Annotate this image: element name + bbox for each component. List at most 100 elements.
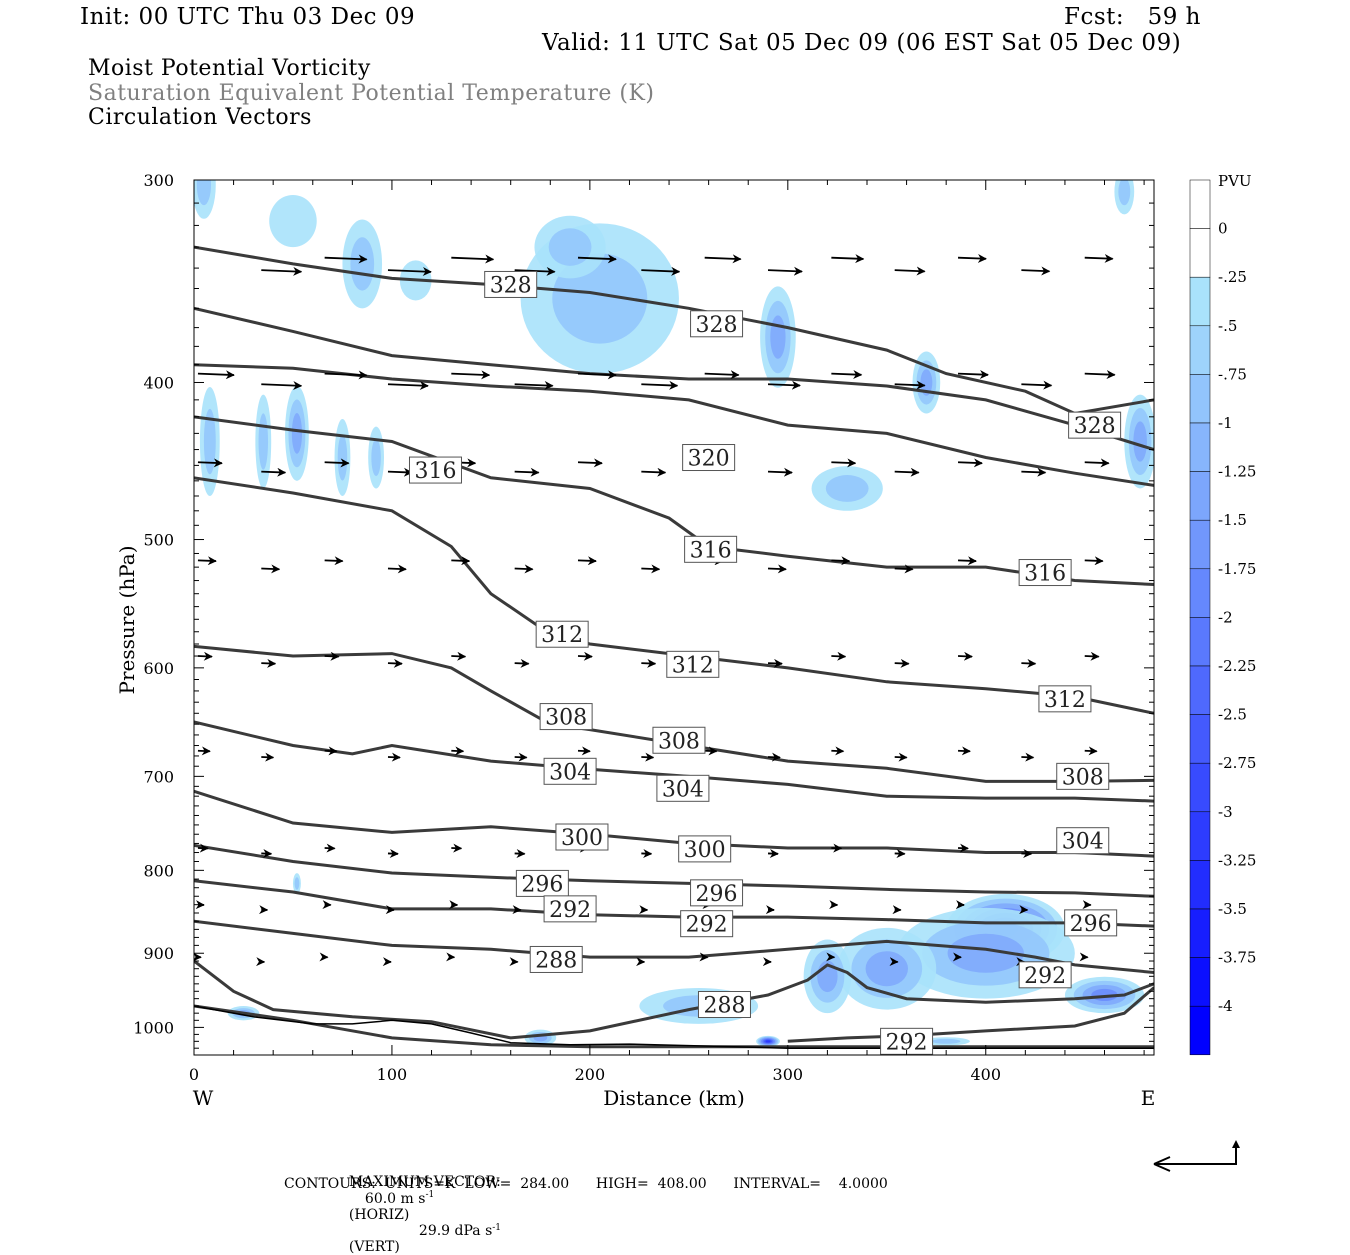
svg-text:292: 292 xyxy=(549,898,591,923)
circulation-vector xyxy=(261,663,275,664)
svg-text:304: 304 xyxy=(662,777,704,802)
contour-label: 328 xyxy=(485,271,537,298)
contour-label: 300 xyxy=(556,824,608,851)
colorbar-label: -.75 xyxy=(1218,365,1247,383)
svg-text:328: 328 xyxy=(696,313,738,338)
pv-region-9 xyxy=(259,413,269,469)
svg-text:316: 316 xyxy=(690,538,732,563)
circulation-vector xyxy=(198,560,216,561)
pv-region-18 xyxy=(866,951,908,986)
contour-label: 300 xyxy=(679,836,731,863)
pv-region-15 xyxy=(1133,421,1147,461)
colorbar-label: -3.75 xyxy=(1218,949,1256,967)
circulation-vector xyxy=(895,270,925,271)
colorbar-label: -2.75 xyxy=(1218,754,1256,772)
contour-label: 304 xyxy=(657,775,709,802)
svg-text:300: 300 xyxy=(684,838,726,863)
circulation-vector xyxy=(895,472,919,473)
colorbar-label: -3 xyxy=(1218,803,1233,821)
vector-layer xyxy=(198,258,1115,962)
colorbar-swatch xyxy=(1190,617,1210,666)
pv-region-25 xyxy=(295,877,300,889)
svg-text:304: 304 xyxy=(549,760,591,785)
contour-label: 320 xyxy=(683,445,735,472)
colorbar-label: -2 xyxy=(1218,608,1233,626)
circulation-vector xyxy=(388,472,412,473)
svg-text:296: 296 xyxy=(521,872,563,897)
colorbar-swatch xyxy=(1190,423,1210,472)
pv-region-6 xyxy=(770,315,785,358)
circulation-vector xyxy=(1021,663,1035,664)
circulation-vector xyxy=(325,462,349,463)
colorbar-label: -4 xyxy=(1218,997,1233,1015)
vert-exponent: -1 xyxy=(492,1223,501,1233)
circulation-vector xyxy=(958,656,972,657)
contour-label: 296 xyxy=(691,880,743,907)
y-tick-label: 600 xyxy=(143,659,174,678)
y-tick-label: 300 xyxy=(143,171,174,190)
y-tick-label: 900 xyxy=(143,944,174,963)
colorbar-swatch xyxy=(1190,277,1210,326)
circulation-vector xyxy=(895,663,909,664)
pv-shading-layer xyxy=(192,151,1156,1047)
max-vert-value: 29.9 dPa s xyxy=(419,1223,492,1239)
circulation-vector xyxy=(578,462,602,463)
circulation-vector xyxy=(578,560,596,561)
colorbar-label: -2.5 xyxy=(1218,706,1247,724)
svg-text:292: 292 xyxy=(1024,964,1066,989)
contour-label: 312 xyxy=(667,651,719,678)
y-tick-label: 1000 xyxy=(133,1018,174,1037)
pv-region-22 xyxy=(766,1040,771,1042)
contour-label: 312 xyxy=(1039,686,1091,713)
colorbar-swatch xyxy=(1190,958,1210,1007)
colorbar-label: -1.25 xyxy=(1218,463,1256,481)
svg-text:328: 328 xyxy=(490,273,532,298)
svg-text:296: 296 xyxy=(1070,912,1112,937)
contour-label: 304 xyxy=(1057,828,1109,855)
circulation-vector xyxy=(198,656,212,657)
y-tick-label: 400 xyxy=(143,373,174,392)
max-horiz-value: 60.0 m s xyxy=(365,1191,426,1207)
circulation-vector xyxy=(641,568,659,569)
east-label: E xyxy=(1141,1086,1156,1110)
colorbar-swatch xyxy=(1190,326,1210,375)
x-axis-title: Distance (km) xyxy=(603,1086,745,1110)
svg-text:308: 308 xyxy=(1062,765,1104,790)
colorbar-label: -3.25 xyxy=(1218,851,1256,869)
colorbar-swatch xyxy=(1190,666,1210,715)
circulation-vector xyxy=(768,568,786,569)
pv-region-11 xyxy=(338,434,348,480)
x-tick-label: 200 xyxy=(575,1065,606,1084)
svg-text:300: 300 xyxy=(561,826,603,851)
circulation-vector xyxy=(958,560,976,561)
max-vector-line: MAXIMUM VECTOR: 60.0 m s-1 (HORIZ) 29.9 … xyxy=(340,1158,501,1255)
x-tick-label: 300 xyxy=(773,1065,804,1084)
circulation-vector xyxy=(388,384,428,386)
circulation-vector xyxy=(1021,472,1045,473)
west-label: W xyxy=(193,1086,214,1110)
circulation-vector xyxy=(1085,560,1103,561)
contours-info: CONTOURS: UNITS=K LOW= 284.00 HIGH= 408.… xyxy=(284,1176,888,1192)
contour-label: 308 xyxy=(540,704,592,731)
circulation-vector xyxy=(261,472,285,473)
circulation-vector xyxy=(198,374,234,375)
svg-text:312: 312 xyxy=(541,623,583,648)
reference-vector-icon xyxy=(1148,1138,1248,1188)
circulation-vector xyxy=(705,258,741,259)
colorbar-swatch xyxy=(1190,569,1210,618)
contour-label: 292 xyxy=(681,911,733,938)
contour-label: 308 xyxy=(1057,763,1109,790)
circulation-vector xyxy=(515,384,553,386)
circulation-vector xyxy=(958,462,982,463)
circulation-vector xyxy=(451,656,465,657)
svg-text:288: 288 xyxy=(535,948,577,973)
colorbar-label: -2.25 xyxy=(1218,657,1256,675)
pv-region-26 xyxy=(932,1039,961,1044)
pv-region-0 xyxy=(197,164,211,205)
colorbar-swatch xyxy=(1190,472,1210,521)
svg-text:292: 292 xyxy=(686,913,728,938)
cross-section-chart: 3283283283203163163163123123123083083083… xyxy=(0,0,1350,1150)
colorbar-swatch xyxy=(1190,1006,1210,1055)
circulation-vector xyxy=(768,384,800,385)
svg-text:288: 288 xyxy=(703,994,745,1019)
